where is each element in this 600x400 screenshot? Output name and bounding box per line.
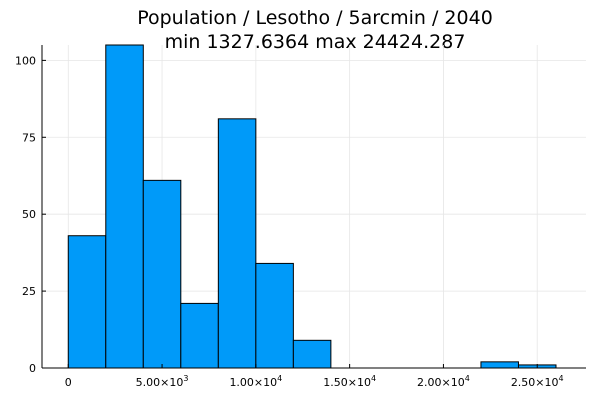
y-tick-label-4: 100 [15,54,36,67]
histogram-bar-0 [67,235,107,369]
histogram-bar-6 [292,339,332,369]
histogram-bar-2 [142,179,182,369]
histogram-bar-1 [105,44,144,369]
histogram-bar-5 [255,262,294,369]
x-tick-label-3: 1.50×104 [323,374,376,389]
x-tick-label-1: 5.00×103 [136,374,189,389]
bars [67,44,557,369]
histogram-bar-3 [180,302,219,369]
y-tick-label-3: 75 [22,131,36,144]
histogram-bar-4 [217,118,257,369]
y-tick-label-1: 25 [22,285,36,298]
x-tick-label-2: 1.00×104 [229,374,282,389]
axes [41,45,586,369]
x-tick-label-4: 2.00×104 [417,374,470,389]
chart-title: Population / Lesotho / 5arcmin / 2040 [137,7,493,29]
histogram-bar-11 [480,361,519,369]
tick-labels: 0 25 50 75 100 0 5.00×103 1.00×104 1.50×104 2.00×… [15,54,564,389]
y-tick-label-0: 0 [29,362,36,375]
chart-subtitle: min 1327.6364 max 24424.287 [165,31,466,53]
x-tick-label-0: 0 [65,376,72,389]
y-tick-label-2: 50 [22,208,36,221]
x-tick-label-5: 2.50×104 [511,374,564,389]
